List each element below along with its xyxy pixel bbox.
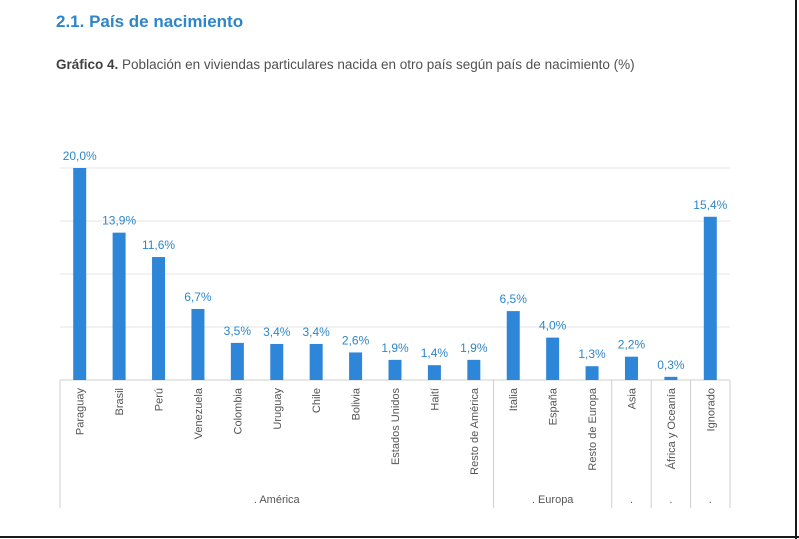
category-label: Italia (508, 387, 520, 411)
data-label: 0,3% (657, 358, 685, 372)
data-label: 3,5% (224, 324, 252, 338)
category-label: Haití (429, 388, 441, 411)
bar (309, 343, 323, 380)
category-label: España (548, 387, 560, 425)
category-label: Uruguay (272, 388, 284, 430)
data-label: 3,4% (263, 325, 291, 339)
category-label: Chile (311, 388, 323, 413)
bar (585, 366, 599, 380)
bar (230, 342, 244, 380)
bar (703, 216, 717, 380)
category-label: Bolivia (351, 387, 363, 420)
bar (546, 337, 560, 380)
category-label: África y Oceanía (665, 387, 678, 469)
group-label: . América (254, 494, 301, 506)
category-label: Brasil (114, 388, 126, 416)
category-label: Resto de Europa (587, 387, 599, 470)
category-label: Paraguay (75, 388, 87, 436)
data-label: 2,6% (342, 333, 370, 347)
data-label: 4,0% (539, 319, 567, 333)
bar (73, 168, 87, 380)
data-label: 6,7% (184, 290, 212, 304)
group-label: . (709, 494, 712, 506)
data-label: 1,9% (381, 341, 409, 355)
data-label: 1,9% (460, 341, 488, 355)
page-border-bottom (0, 536, 799, 538)
data-label: 11,6% (142, 238, 175, 252)
group-label: . (669, 494, 672, 506)
data-label: 20,0% (63, 149, 97, 163)
bar (506, 311, 520, 380)
category-label: Resto de América (469, 387, 481, 475)
bar (191, 308, 205, 380)
chart-caption-label: Gráfico 4. (56, 57, 119, 72)
data-label: 3,4% (302, 325, 330, 339)
data-label: 15,4% (693, 198, 727, 212)
bar (388, 359, 402, 380)
bar (270, 343, 284, 380)
bar (152, 257, 166, 380)
section-title: 2.1. País de nacimiento (56, 12, 244, 31)
chart-caption-text: Población en viviendas particulares naci… (122, 57, 635, 72)
page-border-right (795, 0, 797, 539)
category-label: Asia (626, 387, 638, 409)
bar (664, 376, 678, 380)
bar (467, 359, 481, 380)
chart-caption: Gráfico 4. Población en viviendas partic… (56, 57, 635, 72)
data-label: 1,3% (578, 347, 606, 361)
category-label: Estados Unidos (390, 388, 402, 466)
group-label: . (630, 494, 633, 506)
category-label: Perú (154, 388, 166, 411)
category-label: Ignorado (705, 388, 717, 431)
bar (112, 232, 126, 380)
data-label: 1,4% (421, 346, 449, 360)
bar (624, 356, 638, 380)
bar (349, 352, 363, 380)
bar (427, 365, 441, 380)
data-label: 2,2% (618, 338, 646, 352)
category-label: Colombia (232, 387, 244, 434)
category-label: Venezuela (193, 387, 205, 439)
data-label: 6,5% (500, 292, 528, 306)
group-label: . Europa (532, 494, 574, 506)
data-label: 13,9% (102, 214, 136, 228)
